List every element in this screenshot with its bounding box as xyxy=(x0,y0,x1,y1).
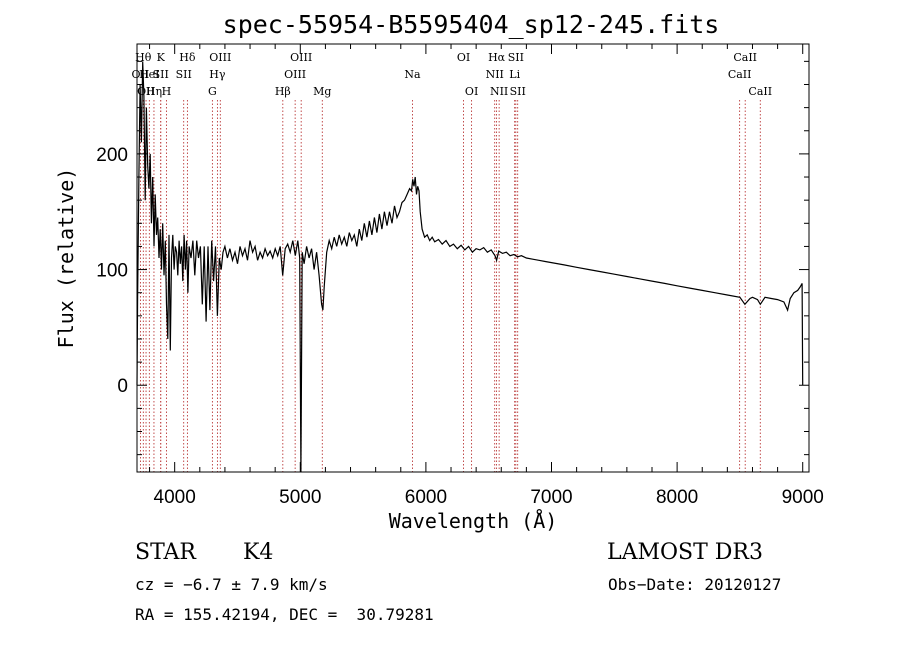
line-marker-label: SII xyxy=(153,68,169,81)
line-marker-label: Hγ xyxy=(209,68,226,81)
x-tick-label: 9000 xyxy=(782,487,824,508)
line-marker-label: OII xyxy=(132,68,150,81)
line-marker-label: OIII xyxy=(209,51,231,64)
x-tick-label: 4000 xyxy=(154,487,196,508)
line-marker-label: Hα xyxy=(488,51,506,64)
object-class: STAR xyxy=(135,540,196,565)
chart-title: spec-55954-B5595404_sp12-245.fits xyxy=(223,10,720,39)
line-marker-label: Hθ xyxy=(135,51,152,64)
spectrum-series-line xyxy=(136,61,804,473)
line-marker-label: Na xyxy=(404,68,421,81)
emission-line-markers: OIIHθOIIHeIHηKSIIHHδSIIGHγOIIIHβOIIIOIII… xyxy=(132,51,772,472)
line-marker-label: NII xyxy=(490,85,508,98)
line-marker-label: OI xyxy=(465,85,478,98)
line-marker-label: CaII xyxy=(748,85,772,98)
line-marker-label: SII xyxy=(176,68,192,81)
line-marker-label: G xyxy=(208,85,217,98)
y-tick-label: 0 xyxy=(117,376,128,397)
x-tick-label: 7000 xyxy=(530,487,572,508)
line-marker-label: Mg xyxy=(313,85,331,98)
y-tick-label: 200 xyxy=(96,145,128,166)
x-tick-label: 5000 xyxy=(279,487,321,508)
line-marker-label: Hδ xyxy=(179,51,196,64)
object-subclass: K4 xyxy=(243,540,274,565)
y-axis-ticks: 0 100 200 xyxy=(96,60,809,456)
x-axis-ticks: 4000 5000 6000 7000 8000 9000 xyxy=(149,44,824,508)
line-marker-label: CaII xyxy=(728,68,752,81)
x-tick-label: 8000 xyxy=(656,487,698,508)
x-axis-label: Wavelength (Å) xyxy=(389,509,558,533)
line-marker-label: Hη xyxy=(146,85,162,98)
line-marker-label: SII xyxy=(508,51,524,64)
line-marker-label: Hβ xyxy=(275,85,291,98)
coordinates: RA = 155.42194, DEC = 30.79281 xyxy=(135,605,434,624)
line-marker-label: H xyxy=(162,85,172,98)
line-marker-label: SII xyxy=(510,85,526,98)
plot-frame xyxy=(136,43,810,473)
line-marker-label: NII xyxy=(486,68,504,81)
y-tick-label: 100 xyxy=(96,261,128,282)
observation-date: Obs−Date: 20120127 xyxy=(608,575,782,594)
line-marker-label: OIII xyxy=(290,51,312,64)
line-marker-label: OI xyxy=(457,51,470,64)
x-tick-label: 6000 xyxy=(405,487,447,508)
y-axis-label: Flux (relative) xyxy=(54,168,78,349)
line-marker-label: OIII xyxy=(284,68,306,81)
line-marker-label: CaII xyxy=(733,51,757,64)
line-marker-label: Li xyxy=(509,68,520,81)
line-marker-label: K xyxy=(157,51,166,64)
redshift-cz: cz = −6.7 ± 7.9 km/s xyxy=(135,575,328,594)
survey-name: LAMOST DR3 xyxy=(607,540,763,565)
line-marker-label: HeI xyxy=(139,68,159,81)
